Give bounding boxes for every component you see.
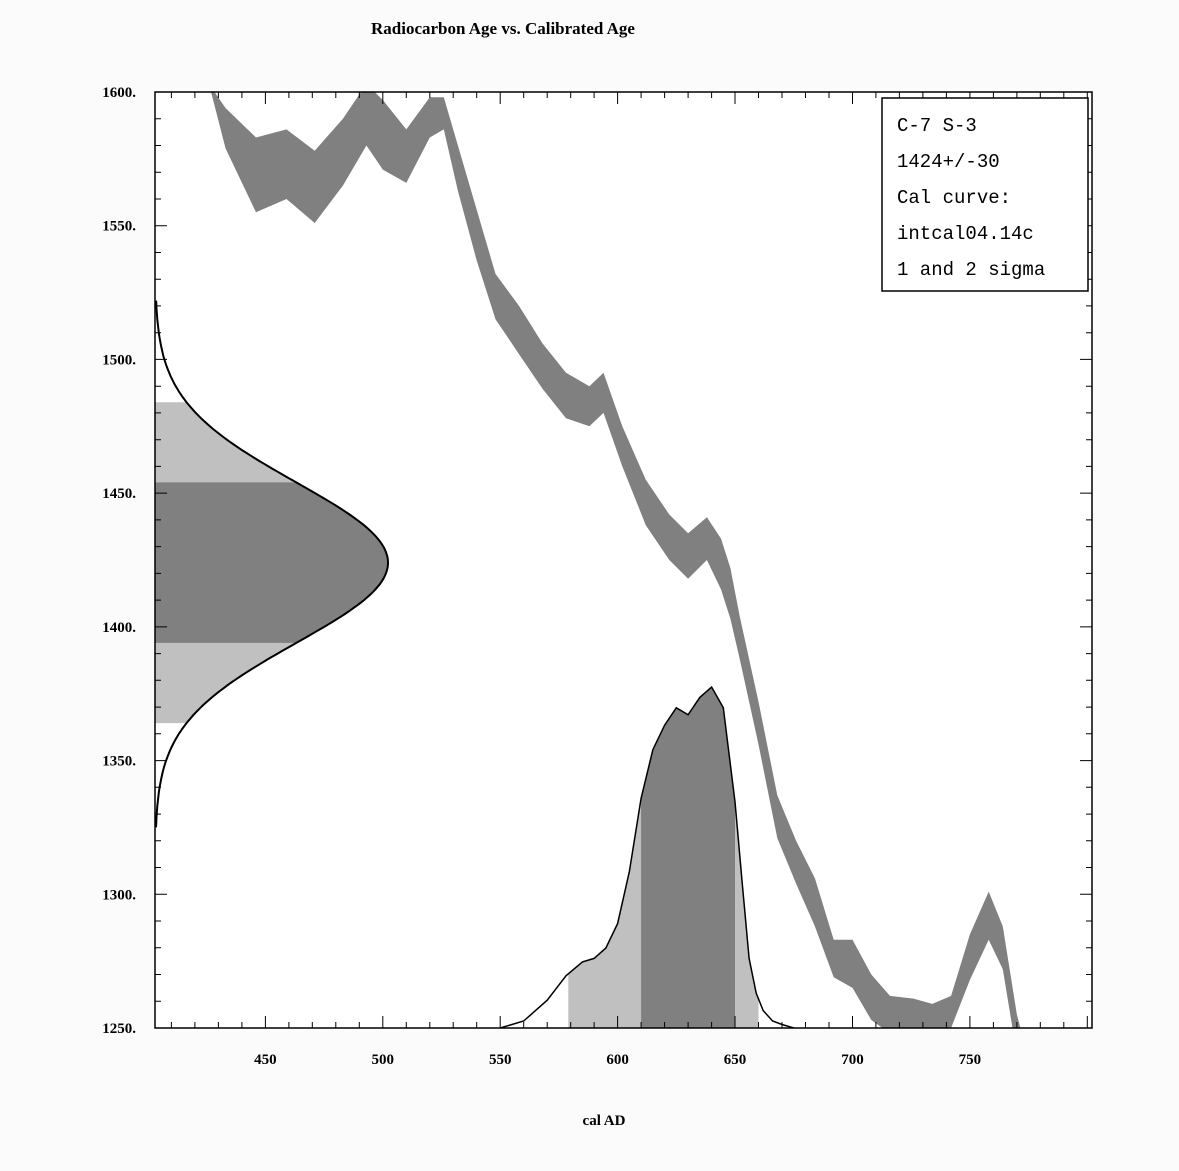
calibrated-distribution	[499, 685, 795, 1028]
x-tick-label: 500	[372, 1052, 395, 1068]
x-axis-label: cal AD	[583, 1113, 626, 1129]
legend-line-curve-label: Cal curve:	[897, 187, 1011, 209]
x-tick-label: 750	[959, 1052, 982, 1068]
x-tick-labels: 450 500 550 600 650 700 750	[254, 1052, 981, 1068]
legend-line-age: 1424+/-30	[897, 151, 1000, 173]
plot-frame	[154, 91, 1093, 1029]
calibration-curve-band	[211, 92, 1021, 1028]
y-tick-label: 1450.	[102, 486, 136, 502]
legend-line-sigma: 1 and 2 sigma	[897, 259, 1045, 281]
y-tick-label: 1400.	[102, 620, 136, 636]
y-tick-label: 1250.	[102, 1021, 136, 1037]
y-tick-label: 1300.	[102, 887, 136, 903]
cal-outline	[499, 685, 795, 1028]
radiocarbon-distribution	[155, 300, 390, 828]
x-tick-label: 550	[489, 1052, 512, 1068]
axis-ticks	[155, 91, 1092, 1029]
calibration-curve-path	[211, 92, 1021, 1028]
x-tick-label: 700	[841, 1052, 864, 1068]
legend-box: C-7 S-3 1424+/-30 Cal curve: intcal04.14…	[881, 97, 1089, 292]
legend-line-curve-name: intcal04.14c	[897, 223, 1034, 245]
chart-title: Radiocarbon Age vs. Calibrated Age	[371, 19, 635, 38]
x-tick-label: 650	[724, 1052, 747, 1068]
y-tick-labels: 1250. 1300. 1350. 1400. 1450. 1500. 1550. 1600.	[102, 85, 136, 1037]
y-tick-label: 1500.	[102, 352, 136, 368]
bell-outline	[155, 300, 390, 828]
bell-one-sigma-band	[155, 482, 388, 643]
y-tick-label: 1550.	[102, 219, 136, 235]
cal-one-sigma-band	[641, 687, 735, 1028]
y-tick-label: 1600.	[102, 85, 136, 101]
x-tick-label: 450	[254, 1052, 277, 1068]
tick-marks	[155, 91, 1092, 1029]
legend-line-sample: C-7 S-3	[897, 115, 977, 137]
x-tick-label: 600	[606, 1052, 629, 1068]
y-tick-label: 1350.	[102, 754, 136, 770]
